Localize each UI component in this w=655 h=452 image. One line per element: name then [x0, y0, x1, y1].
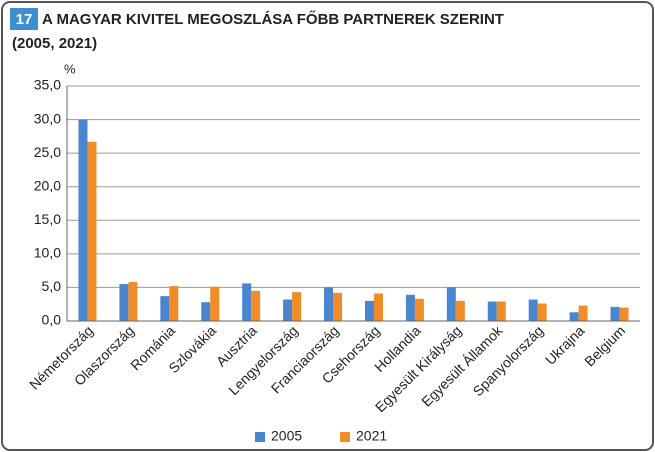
y-tick-label: 5,0 — [42, 278, 62, 294]
bar — [324, 287, 334, 321]
bar — [364, 300, 374, 321]
bar — [569, 312, 579, 321]
chart-subtitle: (2005, 2021) — [12, 35, 97, 52]
bar — [487, 301, 497, 321]
badge: 17 — [16, 11, 33, 28]
bar — [528, 299, 538, 321]
bar — [210, 286, 220, 321]
bar — [292, 292, 302, 321]
legend-label: 2021 — [356, 428, 387, 444]
bar — [405, 294, 415, 321]
legend-swatch — [340, 432, 350, 442]
bar — [414, 298, 424, 321]
bar — [160, 296, 170, 321]
bar — [537, 303, 547, 321]
bar — [455, 300, 465, 321]
bar — [201, 302, 211, 321]
bar — [496, 301, 506, 321]
bar — [333, 292, 343, 321]
bar — [619, 307, 629, 321]
y-tick-label: 0,0 — [42, 312, 62, 328]
bar — [128, 282, 138, 321]
bar — [87, 141, 97, 321]
bar — [78, 119, 88, 321]
bar — [169, 286, 179, 321]
y-tick-label: 15,0 — [34, 211, 61, 227]
legend-label: 2005 — [271, 428, 302, 444]
y-tick-label: 30,0 — [34, 110, 61, 126]
legend-swatch — [255, 432, 265, 442]
y-tick-label: 20,0 — [34, 177, 61, 193]
bar — [610, 306, 620, 321]
bar — [283, 299, 293, 321]
y-tick-label: 35,0 — [34, 77, 61, 93]
y-axis-label: % — [64, 61, 76, 76]
bar — [446, 287, 456, 321]
badge-box — [10, 8, 38, 30]
bar — [578, 305, 588, 321]
bar — [373, 293, 383, 321]
y-tick-label: 10,0 — [34, 245, 61, 261]
bar — [251, 290, 261, 321]
y-tick-label: 25,0 — [34, 144, 61, 160]
bar — [119, 284, 129, 321]
chart-title: A MAGYAR KIVITEL MEGOSZLÁSA FŐBB PARTNER… — [42, 10, 504, 28]
bar — [242, 283, 252, 321]
